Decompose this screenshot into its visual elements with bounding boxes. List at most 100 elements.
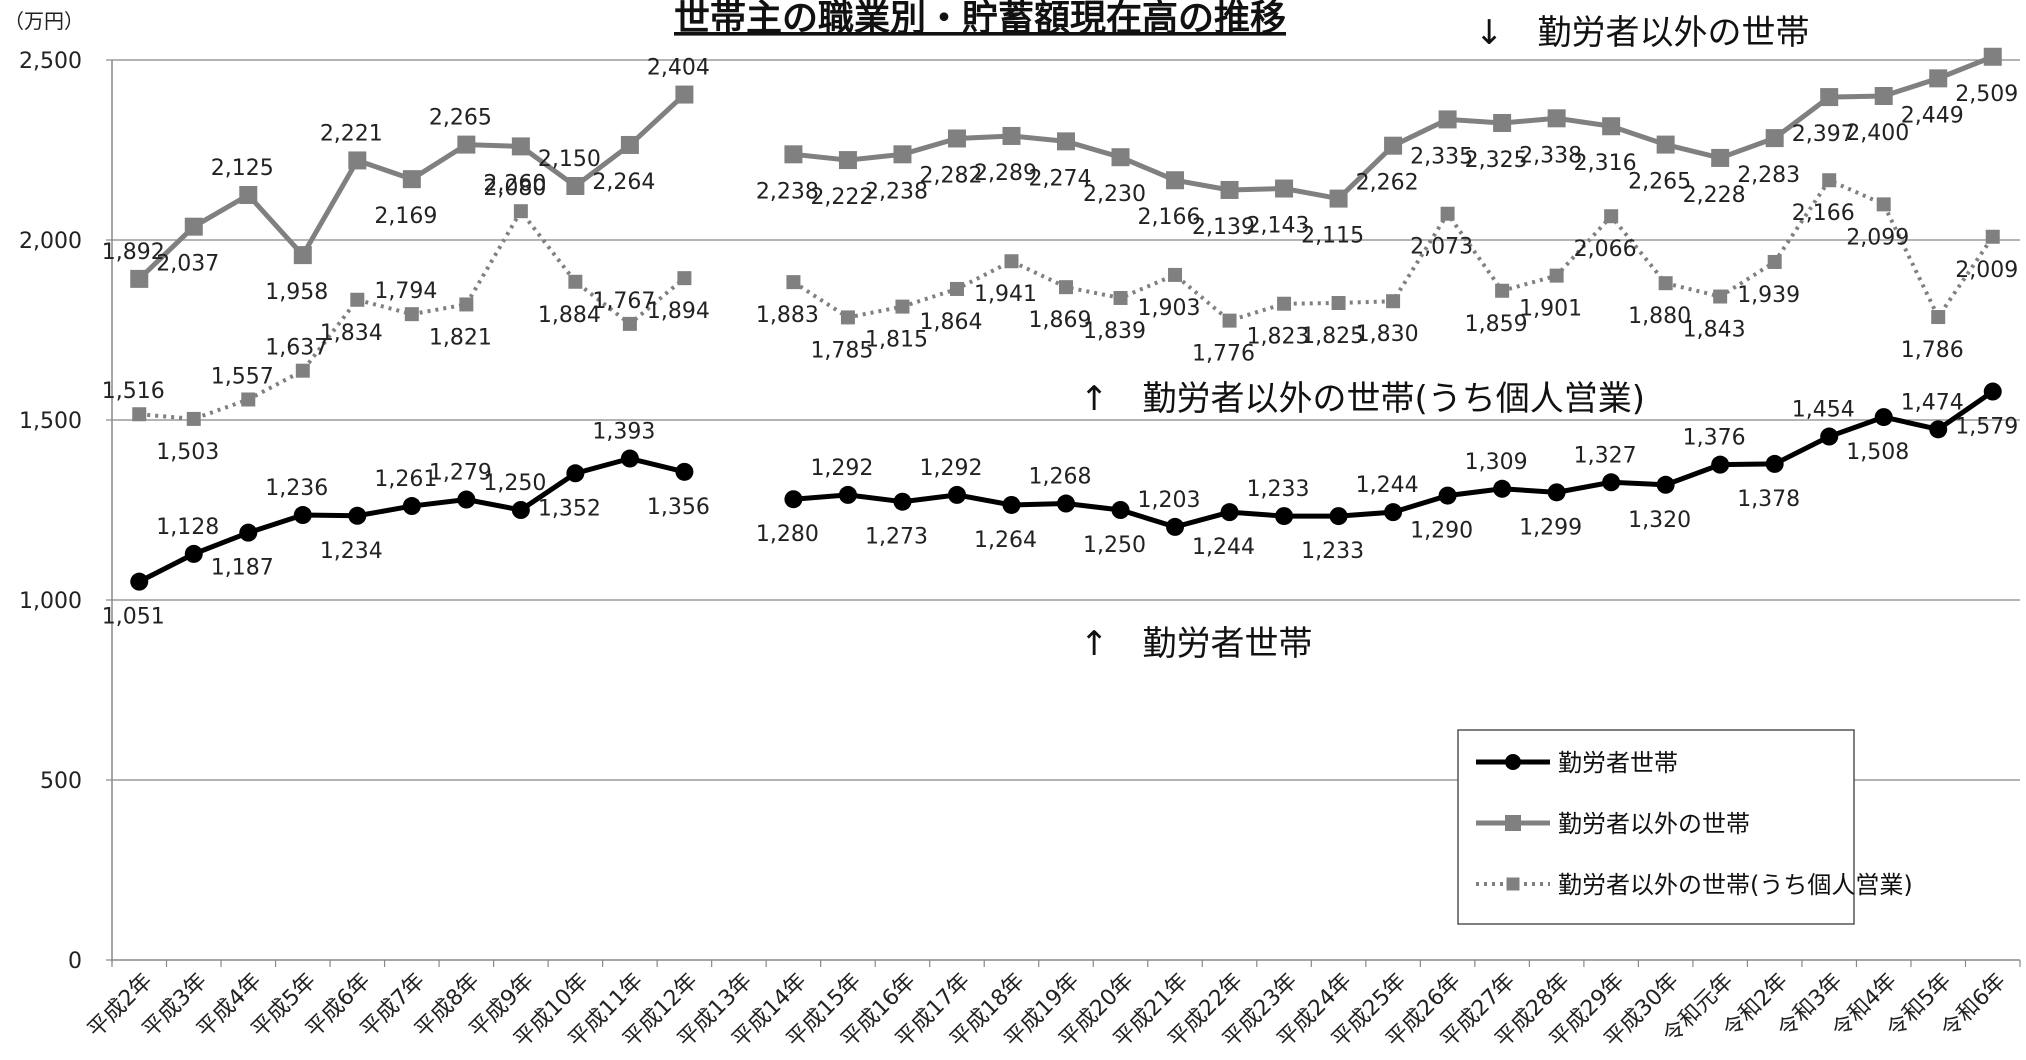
data-point-workers — [457, 490, 476, 509]
chart-title: 世帯主の職業別・貯蓄額現在高の推移 — [674, 0, 1286, 39]
y-tick-label: 2,500 — [19, 49, 82, 74]
data-point-self-employed — [513, 204, 528, 219]
data-label-non-workers: 2,404 — [647, 56, 710, 81]
data-point-self-employed — [1059, 280, 1073, 295]
data-label-workers: 1,279 — [429, 461, 492, 486]
data-label-non-workers: 2,265 — [429, 106, 492, 131]
data-label-self-employed: 2,066 — [1574, 237, 1637, 262]
data-label-non-workers: 2,397 — [1792, 122, 1855, 147]
legend-marker-workers — [1505, 754, 1521, 770]
data-point-self-employed — [1767, 254, 1782, 269]
data-point-self-employed — [404, 307, 419, 322]
data-label-non-workers: 2,316 — [1574, 151, 1637, 176]
data-label-workers: 1,299 — [1519, 515, 1582, 540]
y-tick-label: 0 — [68, 949, 82, 974]
data-point-workers — [620, 449, 639, 468]
data-label-workers: 1,376 — [1683, 426, 1746, 451]
data-point-self-employed — [1495, 283, 1510, 298]
data-point-self-employed — [1113, 290, 1128, 305]
data-point-non-workers — [1547, 109, 1566, 128]
data-label-workers: 1,128 — [156, 515, 219, 540]
data-point-workers — [130, 572, 149, 591]
data-label-self-employed: 1,637 — [265, 336, 328, 361]
data-point-non-workers — [784, 145, 803, 164]
data-label-workers: 1,309 — [1465, 450, 1528, 475]
data-label-self-employed: 1,941 — [974, 282, 1037, 307]
data-label-self-employed: 1,939 — [1737, 283, 1800, 308]
data-label-self-employed: 1,786 — [1901, 338, 1964, 363]
data-point-workers — [1329, 507, 1348, 526]
data-label-workers: 1,203 — [1138, 488, 1201, 513]
data-label-non-workers: 2,125 — [211, 156, 274, 181]
data-label-workers: 1,474 — [1901, 390, 1964, 415]
data-label-non-workers: 2,335 — [1410, 144, 1473, 169]
data-point-workers — [348, 506, 367, 525]
data-label-workers: 1,378 — [1737, 487, 1800, 512]
data-point-non-workers — [838, 151, 857, 170]
data-label-workers: 1,233 — [1301, 539, 1364, 564]
data-point-self-employed — [1713, 289, 1728, 304]
data-point-non-workers — [1493, 114, 1512, 132]
data-point-non-workers — [293, 246, 312, 265]
data-label-self-employed: 1,823 — [1247, 325, 1310, 350]
data-label-non-workers: 2,037 — [156, 252, 219, 277]
data-point-non-workers — [1057, 132, 1075, 151]
data-point-non-workers — [511, 137, 530, 156]
data-label-workers: 1,264 — [974, 528, 1037, 553]
data-point-workers — [1929, 420, 1948, 439]
data-label-non-workers: 2,238 — [756, 179, 819, 204]
data-point-workers — [1874, 408, 1893, 427]
data-point-self-employed — [1931, 310, 1946, 325]
data-point-non-workers — [1384, 136, 1403, 155]
data-point-self-employed — [459, 297, 474, 312]
data-point-workers — [1983, 382, 2002, 401]
data-label-workers: 1,261 — [374, 467, 437, 492]
data-label-workers: 1,352 — [538, 496, 601, 521]
data-point-non-workers — [1874, 87, 1893, 105]
data-point-workers — [1547, 483, 1566, 502]
data-point-workers — [1384, 503, 1403, 522]
data-label-self-employed: 1,843 — [1683, 318, 1746, 343]
data-point-self-employed — [1604, 209, 1619, 224]
data-point-non-workers — [1602, 117, 1621, 136]
data-point-non-workers — [1929, 69, 1948, 88]
annotation-worker-households: ↑ 勤労者世帯 — [1080, 624, 1313, 664]
data-point-workers — [1656, 475, 1675, 494]
data-label-self-employed: 1,834 — [320, 321, 383, 346]
data-label-workers: 1,236 — [265, 476, 328, 501]
data-label-workers: 1,250 — [483, 471, 546, 496]
data-label-non-workers: 2,449 — [1901, 103, 1964, 128]
data-point-workers — [1602, 473, 1621, 492]
data-label-self-employed: 1,785 — [810, 338, 873, 363]
data-label-workers: 1,268 — [1029, 465, 1092, 490]
data-label-workers: 1,292 — [810, 456, 873, 481]
data-point-self-employed — [1222, 313, 1237, 328]
data-label-workers: 1,273 — [865, 525, 928, 550]
data-label-self-employed: 1,894 — [647, 299, 710, 324]
data-label-workers: 1,579 — [1955, 415, 2018, 440]
data-point-workers — [1765, 454, 1784, 473]
data-label-non-workers: 2,289 — [974, 161, 1037, 186]
data-point-non-workers — [675, 85, 694, 104]
data-point-non-workers — [1002, 126, 1021, 145]
data-point-workers — [184, 544, 203, 563]
data-point-self-employed — [1549, 268, 1564, 283]
data-label-workers: 1,051 — [102, 605, 165, 630]
axes — [111, 60, 2020, 962]
data-point-self-employed — [1822, 173, 1837, 188]
data-label-non-workers: 2,139 — [1192, 215, 1255, 240]
data-label-self-employed: 1,815 — [865, 328, 928, 353]
data-label-non-workers: 2,283 — [1737, 163, 1800, 188]
data-point-self-employed — [1658, 276, 1673, 291]
legend-label-non-workers: 勤労者以外の世帯 — [1558, 810, 1750, 838]
data-label-non-workers: 2,238 — [865, 179, 928, 204]
data-point-non-workers — [130, 269, 149, 288]
data-label-self-employed: 1,767 — [592, 289, 655, 314]
data-label-workers: 1,244 — [1192, 535, 1255, 560]
data-point-workers — [293, 506, 312, 525]
data-label-self-employed: 1,883 — [756, 303, 819, 328]
data-label-self-employed: 1,901 — [1519, 297, 1582, 322]
data-label-self-employed: 2,073 — [1410, 235, 1473, 260]
data-label-self-employed: 1,903 — [1138, 296, 1201, 321]
data-label-workers: 1,320 — [1628, 508, 1691, 533]
